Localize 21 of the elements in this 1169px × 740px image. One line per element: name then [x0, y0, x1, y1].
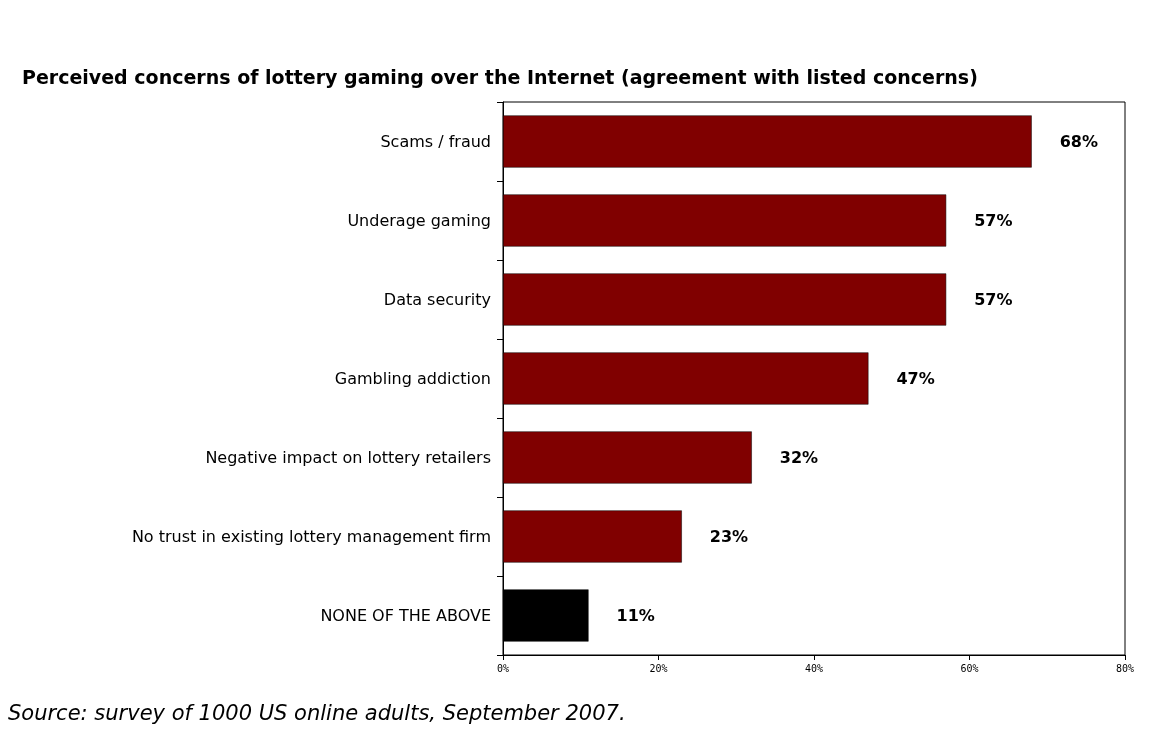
data-label: 47% [896, 369, 935, 388]
y-tick-label: Negative impact on lottery retailers [205, 448, 491, 467]
x-tick-label: 0% [496, 662, 510, 674]
y-tick-label: Underage gaming [347, 211, 491, 230]
x-tick-label: 20% [649, 662, 668, 674]
y-tick-label: No trust in existing lottery management firm [131, 527, 491, 546]
y-tick-label: Scams / fraud [380, 132, 491, 151]
y-tick-label: Data security [383, 290, 491, 309]
data-label: 57% [974, 290, 1013, 309]
y-tick-label: NONE OF THE ABOVE [320, 606, 491, 625]
x-tick-label: 40% [804, 662, 824, 674]
source-note: Source: survey of 1000 US online adults, September 2007. [8, 700, 626, 725]
data-label: 68% [1059, 132, 1098, 151]
x-tick-label: 80% [1115, 662, 1135, 674]
data-label: 57% [974, 211, 1013, 230]
x-tick-label: 60% [960, 662, 979, 674]
chart-title: Perceived concerns of lottery gaming over the Internet (agreement with listed concerns) [22, 65, 978, 88]
data-label: 32% [779, 448, 819, 467]
data-label: 11% [616, 606, 655, 625]
data-label: 23% [709, 527, 749, 546]
y-tick-label: Gambling addiction [334, 369, 491, 388]
